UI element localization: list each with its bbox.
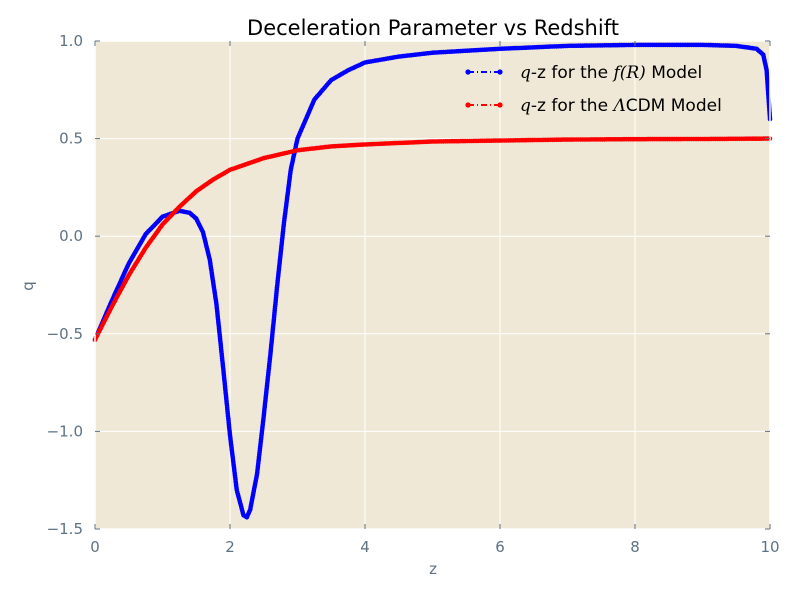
legend-item-lcdm: q-z for the ΛCDM Model	[465, 96, 722, 116]
plot-area	[95, 41, 770, 529]
legend-lcdm-q: q	[520, 96, 531, 116]
y-tick-label: 0.0	[59, 227, 83, 245]
legend-lcdm-mid: -z for the	[531, 96, 614, 116]
y-tick-label: 1.0	[59, 32, 83, 50]
chart-title: Deceleration Parameter vs Redshift	[247, 16, 619, 40]
x-axis-label: z	[429, 560, 437, 578]
y-tick-label: −1.0	[47, 422, 83, 440]
legend-lcdm-suffix: CDM Model	[626, 96, 722, 116]
x-tick-label: 8	[630, 538, 640, 556]
y-axis-label: q	[19, 281, 37, 291]
x-tick-label: 10	[760, 538, 779, 556]
legend-fr-math: f(R)	[611, 63, 645, 83]
y-tick-label: −0.5	[47, 325, 83, 343]
legend-fr-suffix: Model	[646, 63, 702, 83]
legend-dot-fr-start	[465, 69, 471, 75]
y-tick-label: 0.5	[59, 130, 83, 148]
legend-label-fr: q-z for the f(R) Model	[520, 63, 702, 83]
x-tick-label: 2	[225, 538, 235, 556]
legend-dot-lcdm-start	[465, 102, 471, 108]
legend-dot-lcdm-end	[497, 102, 503, 108]
legend-fr-q: q	[520, 63, 531, 83]
ticks: 0 2 4 6 8 10 1.0 0.5 0.0 −0.5 −1.0 −1.5	[47, 32, 780, 556]
grid	[94, 40, 771, 530]
legend-label-lcdm: q-z for the ΛCDM Model	[520, 96, 722, 116]
y-tick-label: −1.5	[47, 520, 83, 538]
series-lcdm	[92, 136, 773, 343]
series-layer	[92, 42, 773, 520]
legend: q-z for the f(R) Model q-z for the ΛCDM …	[465, 63, 722, 116]
legend-dot-fr-end	[497, 69, 503, 75]
legend-item-fr: q-z for the f(R) Model	[465, 63, 702, 83]
x-tick-label: 4	[360, 538, 370, 556]
x-tick-label: 0	[90, 538, 100, 556]
x-tick-label: 6	[495, 538, 505, 556]
legend-lcdm-math: Λ	[611, 96, 625, 116]
plot-frame	[94, 40, 771, 530]
legend-fr-mid: -z for the	[531, 63, 614, 83]
